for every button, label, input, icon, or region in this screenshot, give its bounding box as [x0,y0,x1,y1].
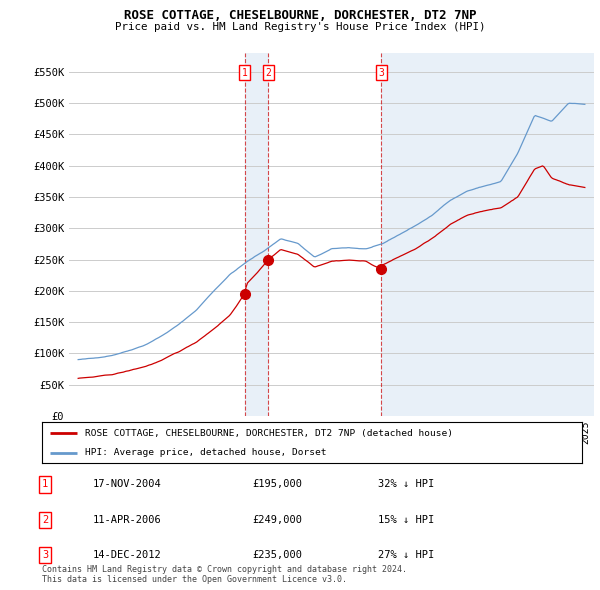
Text: £195,000: £195,000 [252,480,302,489]
Text: 11-APR-2006: 11-APR-2006 [93,515,162,525]
Text: £235,000: £235,000 [252,550,302,560]
Bar [382,53,594,416]
Text: 1: 1 [42,480,48,489]
Text: 15% ↓ HPI: 15% ↓ HPI [378,515,434,525]
Text: ROSE COTTAGE, CHESELBOURNE, DORCHESTER, DT2 7NP: ROSE COTTAGE, CHESELBOURNE, DORCHESTER, … [124,9,476,22]
Text: ROSE COTTAGE, CHESELBOURNE, DORCHESTER, DT2 7NP (detached house): ROSE COTTAGE, CHESELBOURNE, DORCHESTER, … [85,429,453,438]
Text: 3: 3 [379,68,385,78]
Text: 2: 2 [42,515,48,525]
Text: 2: 2 [265,68,271,78]
Text: Price paid vs. HM Land Registry's House Price Index (HPI): Price paid vs. HM Land Registry's House … [115,22,485,32]
Text: £249,000: £249,000 [252,515,302,525]
Text: 27% ↓ HPI: 27% ↓ HPI [378,550,434,560]
Text: 14-DEC-2012: 14-DEC-2012 [93,550,162,560]
Text: 3: 3 [42,550,48,560]
Text: 32% ↓ HPI: 32% ↓ HPI [378,480,434,489]
Text: 1: 1 [242,68,248,78]
Text: 17-NOV-2004: 17-NOV-2004 [93,480,162,489]
Text: Contains HM Land Registry data © Crown copyright and database right 2024.
This d: Contains HM Land Registry data © Crown c… [42,565,407,584]
Bar [245,53,268,416]
Text: HPI: Average price, detached house, Dorset: HPI: Average price, detached house, Dors… [85,448,327,457]
